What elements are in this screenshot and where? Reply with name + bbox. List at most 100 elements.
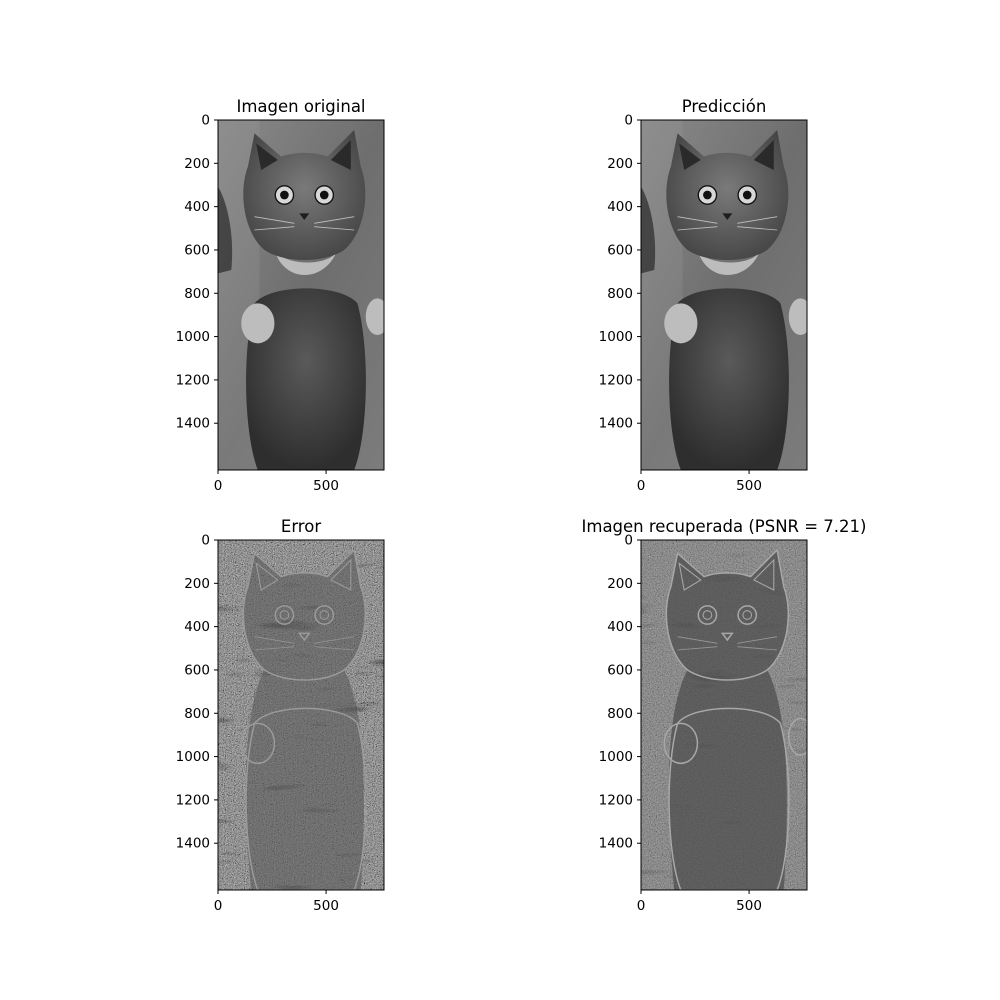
axes-frame [217, 539, 385, 891]
cat-silhouette [243, 550, 366, 890]
y-tick-label: 600 [607, 242, 633, 258]
cat-whisker [677, 226, 718, 231]
cat-body [246, 288, 366, 470]
x-tick-label: 500 [736, 898, 762, 914]
subplot-title: Predicción [682, 97, 767, 116]
cat-whisker [737, 646, 778, 651]
cat-body [668, 707, 790, 890]
x-tick-label: 0 [214, 898, 223, 914]
y-tick-label: 400 [607, 619, 633, 635]
y-tick-label: 0 [624, 533, 633, 549]
cat-paw-right [788, 298, 807, 335]
y-tick-label: 1400 [599, 836, 633, 852]
cat-whisker [314, 226, 355, 231]
cat-whisker [737, 216, 778, 224]
y-tick-label: 800 [607, 706, 633, 722]
image-content [218, 120, 384, 470]
subplot-title: Imagen original [236, 97, 365, 116]
x-tick-label: 0 [214, 478, 223, 494]
cat-body [245, 707, 367, 890]
x-tick-label: 500 [313, 898, 339, 914]
cat-body [669, 288, 789, 470]
x-tick-label: 0 [637, 478, 646, 494]
y-tick-label: 0 [201, 533, 210, 549]
cat-head [243, 130, 366, 260]
y-tick-label: 200 [607, 576, 633, 592]
cat-head [666, 130, 789, 260]
cat-eye-left [697, 605, 718, 625]
cat-paw-left [240, 722, 276, 765]
cat-ear-left [678, 562, 702, 591]
cat-whisker [677, 636, 718, 644]
y-tick-label: 200 [184, 156, 210, 172]
cat-ear-left [256, 143, 278, 170]
x-tick-label: 500 [736, 478, 762, 494]
cat-ear-left [255, 562, 279, 591]
cat-tail-shadow [641, 186, 656, 274]
cat-chest [697, 250, 761, 275]
axes-frame [640, 119, 808, 471]
y-tick-label: 800 [184, 706, 210, 722]
x-tick-label: 0 [637, 898, 646, 914]
y-tick-label: 400 [184, 619, 210, 635]
y-tick-label: 1400 [176, 416, 210, 432]
axes-frame [217, 119, 385, 471]
cat-head [665, 548, 790, 681]
cat-figure [218, 130, 384, 470]
cat-ear-right [330, 140, 351, 170]
cat-ear-right [329, 558, 352, 591]
cat-paw-left [664, 303, 698, 344]
y-tick-label: 1200 [176, 792, 210, 808]
cat-pupil-right [319, 610, 330, 620]
cat-whisker [314, 216, 355, 224]
cat-nose [722, 213, 733, 220]
y-tick-label: 600 [184, 662, 210, 678]
y-tick-label: 1200 [176, 372, 210, 388]
cat-pupil-right [319, 190, 329, 200]
cat-whisker [677, 646, 718, 651]
cat-whisker [677, 216, 718, 224]
y-tick-label: 600 [607, 662, 633, 678]
subplot-2: 0 200 400 600 800 1000 1200 1400 0 500 Predicción [599, 97, 808, 494]
y-tick-label: 1200 [599, 372, 633, 388]
cat-figure [663, 548, 807, 890]
y-tick-label: 0 [201, 113, 210, 129]
axes-frame [640, 539, 808, 891]
cat-head [242, 548, 367, 681]
subplot-4: 0 200 400 600 800 1000 1200 1400 0 500 Imagen recu… [582, 517, 867, 914]
image-content [218, 540, 384, 890]
cat-silhouette [666, 550, 789, 890]
cat-tail-shadow [218, 186, 233, 274]
y-tick-label: 400 [607, 199, 633, 215]
cat-whisker [254, 646, 295, 651]
y-tick-label: 400 [184, 199, 210, 215]
cat-paw-right [787, 717, 807, 756]
y-tick-label: 0 [624, 113, 633, 129]
y-tick-label: 1000 [176, 329, 210, 345]
cat-pupil-right [742, 610, 753, 620]
cat-whisker [314, 636, 355, 644]
cat-paw-right [364, 717, 384, 756]
y-tick-label: 1000 [599, 749, 633, 765]
subplot-title: Error [281, 517, 321, 536]
y-tick-label: 1400 [599, 416, 633, 432]
cat-whisker [737, 226, 778, 231]
y-tick-label: 600 [184, 242, 210, 258]
cat-whisker [737, 636, 778, 644]
cat-whisker [254, 226, 295, 231]
y-tick-label: 1400 [176, 836, 210, 852]
cat-eye-right [314, 605, 335, 625]
cat-pupil-left [703, 190, 712, 200]
cat-eye-left [274, 605, 295, 625]
cat-chest [274, 250, 338, 275]
cat-figure [240, 548, 384, 890]
cat-nose [299, 213, 310, 220]
cat-whisker [254, 636, 295, 644]
y-tick-label: 800 [607, 286, 633, 302]
cat-ear-left [679, 143, 701, 170]
subplot-title: Imagen recuperada (PSNR = 7.21) [582, 517, 867, 536]
cat-ear-right [752, 558, 775, 591]
cat-whisker [254, 216, 295, 224]
y-tick-label: 1000 [176, 749, 210, 765]
